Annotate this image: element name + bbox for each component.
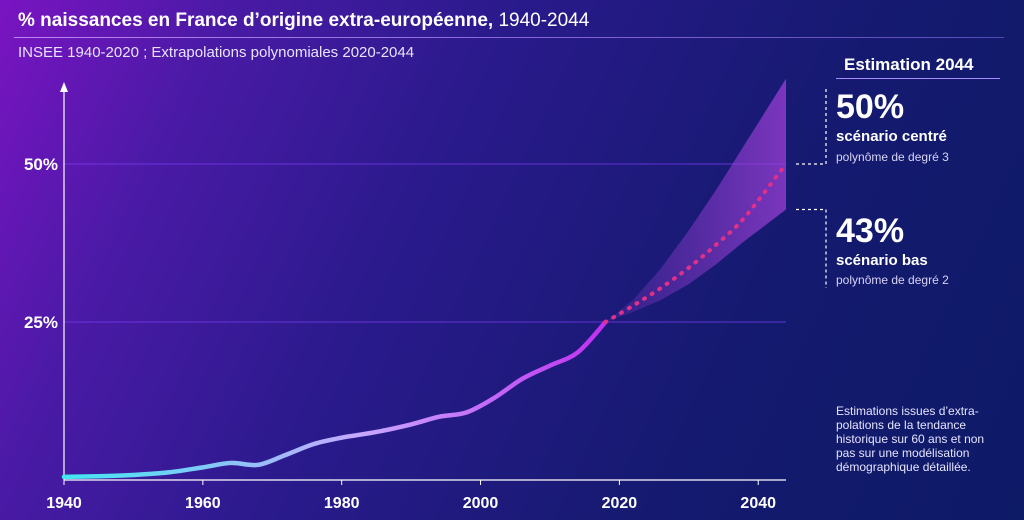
historical-series-line: [61, 319, 608, 480]
title-divider: [14, 37, 1004, 38]
central-leader-line: [796, 88, 827, 165]
x-tick-label: 2020: [602, 495, 638, 512]
projection-central-line: [603, 162, 788, 324]
note-line: polations de la tendance: [836, 418, 967, 432]
chart-title-bold: % naissances en France d’origine extra-e…: [18, 10, 494, 31]
central-scenario-label: scénario centré: [836, 128, 947, 145]
central-model-label: polynôme de degré 3: [836, 150, 949, 164]
x-tick-label: 2040: [740, 495, 776, 512]
low-value: 43%: [836, 212, 905, 250]
chart-subtitle: INSEE 1940-2020 ; Extrapolations polynom…: [18, 44, 415, 61]
estimation-title: Estimation 2044: [844, 55, 974, 74]
chart-title-years: 1940-2044: [493, 10, 590, 31]
x-tick-label: 2000: [463, 495, 499, 512]
y-tick-label: 50%: [24, 155, 58, 174]
note-line: démographique détaillée.: [836, 460, 971, 474]
low-leader-line: [796, 208, 827, 288]
estimation-divider: [836, 78, 1000, 79]
note-line: pas sur une modélisation: [836, 446, 970, 460]
x-tick-label: 1940: [46, 495, 82, 512]
note-line: historique sur 60 ans et non: [836, 432, 985, 446]
y-axis-arrow: [60, 82, 68, 92]
low-model-label: polynôme de degré 2: [836, 273, 949, 287]
projection-band: [605, 78, 786, 323]
methodology-note: Estimations issues d’extra- polations de…: [836, 404, 1016, 474]
x-tick-label: 1960: [185, 495, 221, 512]
chart-title: % naissances en France d’origine extra-e…: [18, 10, 589, 32]
low-scenario-label: scénario bas: [836, 252, 928, 269]
x-tick-label: 1980: [324, 495, 360, 512]
note-line: Estimations issues d’extra-: [836, 404, 979, 418]
central-value: 50%: [836, 88, 905, 126]
y-tick-label: 25%: [24, 313, 58, 332]
